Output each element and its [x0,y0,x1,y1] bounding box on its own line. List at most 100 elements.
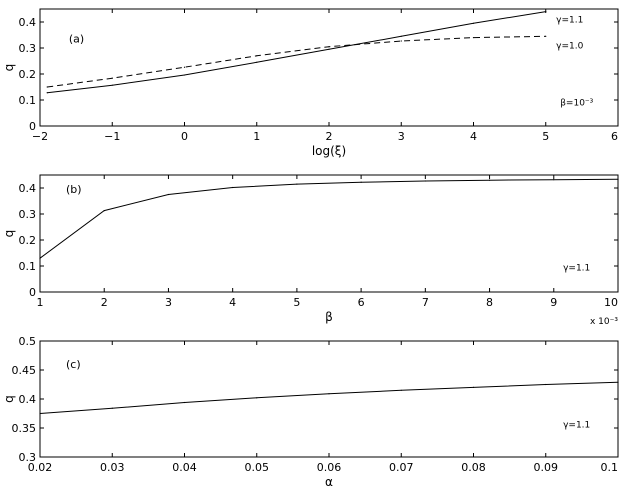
x-tick-label: 8 [486,296,493,309]
data-point [328,46,330,48]
data-point [256,55,258,57]
data-point [296,183,298,185]
y-axis-label: q [2,395,16,403]
panel-label: (b) [66,183,82,196]
y-axis-label: q [2,230,16,238]
y-tick-label: 0.1 [19,94,37,107]
annotation: γ=1.1 [563,421,590,431]
x-tick-label: 2 [101,296,108,309]
y-tick-label: 0.3 [19,208,37,221]
y-tick-label: 0.2 [19,68,37,81]
y-tick-label: 0.3 [19,451,37,464]
data-point [167,193,170,196]
data-point [111,407,113,409]
x-tick-label: 0.03 [100,461,125,474]
data-point [46,92,48,94]
data-point [103,210,105,212]
data-point [488,179,491,181]
data-point [232,186,234,189]
x-tick-label: 0.07 [389,461,414,474]
data-point [183,74,186,76]
panel-label: (a) [69,32,84,45]
series-line [47,35,546,88]
data-point [400,35,402,37]
x-tick-label: 2 [326,130,333,143]
data-point [400,389,402,391]
x-tick-label: 0.02 [28,461,53,474]
data-point [472,386,475,388]
series-line [47,11,546,94]
x-tick-label: 3 [165,296,172,309]
data-point [46,86,48,88]
data-point [360,181,362,183]
y-tick-label: 0.35 [12,422,37,435]
x-tick-label: 0 [181,130,188,143]
plot-frame [39,340,619,458]
x-tick-label: 0.04 [172,461,197,474]
x-tick-label: 6 [611,130,618,143]
data-point [39,412,41,415]
panel-label: (c) [66,358,81,371]
y-tick-label: 0 [29,286,36,299]
y-tick-label: 0.4 [19,16,37,29]
x-tick-label: 1 [37,296,44,309]
x-tick-label: 3 [398,130,405,143]
x-tick-label: 0.06 [317,461,342,474]
data-point [617,178,619,180]
data-point [111,77,113,79]
x-tick-label: 7 [422,296,429,309]
y-axis-label: q [2,64,16,72]
data-point [545,383,547,386]
data-point [183,401,186,404]
series-label: γ=1.1 [556,16,583,26]
data-point [472,22,475,24]
y-tick-label: 0.4 [19,182,37,195]
annotation: β=10⁻³ [560,99,593,109]
x-tick-label: 6 [358,296,365,309]
data-point [39,257,41,259]
data-point [328,48,330,50]
data-point [256,61,258,63]
y-tick-label: 0.1 [19,260,37,273]
x-tick-label: 10 [604,296,618,309]
x-axis-label: α [325,475,333,486]
series-line [39,381,619,414]
series-line [39,178,619,259]
data-point [183,66,186,68]
y-tick-label: 0.2 [19,234,37,247]
annotation: γ=1.1 [563,263,590,273]
plot-frame [39,174,619,293]
y-tick-label: 0.4 [19,393,37,406]
data-point [111,84,113,86]
data-point [545,11,547,13]
plot-frame [39,8,619,127]
y-tick-label: 0.45 [12,364,37,377]
x-tick-label: −1 [104,130,120,143]
data-point [328,393,330,395]
data-point [400,40,402,42]
x-axis-label: log(ξ) [312,144,346,158]
x-tick-label: 9 [550,296,557,309]
data-point [472,37,475,39]
data-point [617,381,619,383]
x-tick-label: 0.05 [245,461,270,474]
data-point [545,35,547,37]
x-tick-label: 5 [293,296,300,309]
x-tick-label: 4 [229,296,236,309]
x-axis-label: β [325,310,333,324]
x-tick-label: 0.1 [601,461,619,474]
y-tick-label: 0.5 [19,335,37,348]
y-tick-label: 0.3 [19,42,37,55]
x-tick-label: 5 [542,130,549,143]
x-tick-label: 0.08 [461,461,486,474]
data-point [424,180,426,182]
series-label: γ=1.0 [556,41,583,51]
y-tick-label: 0 [29,120,36,133]
data-point [256,397,258,399]
x-exponent-label: x 10⁻³ [590,317,618,327]
x-tick-label: 4 [470,130,477,143]
x-tick-label: 1 [253,130,260,143]
x-tick-label: −2 [32,130,48,143]
x-tick-label: 0.09 [534,461,559,474]
